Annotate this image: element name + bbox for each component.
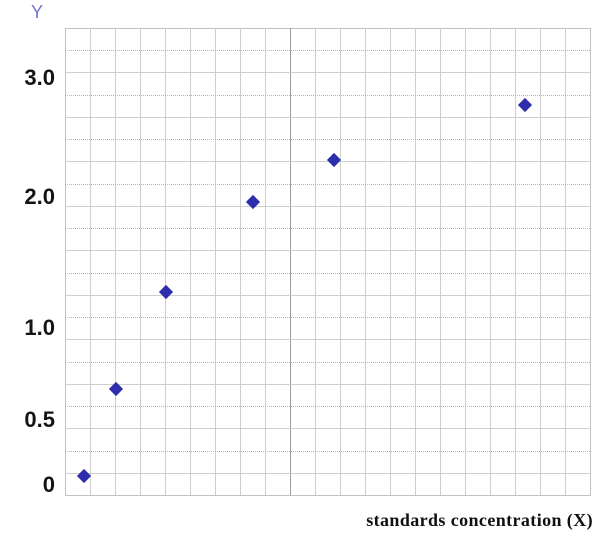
y-axis-title: Y xyxy=(31,2,44,22)
gridline-horizontal xyxy=(65,428,590,430)
gridline-vertical xyxy=(290,28,291,495)
gridline-horizontal xyxy=(65,450,590,452)
gridline-vertical xyxy=(265,28,266,495)
gridline-horizontal xyxy=(65,72,590,74)
gridline-vertical xyxy=(365,28,366,495)
gridline-vertical xyxy=(140,28,141,495)
gridline-vertical xyxy=(115,28,116,495)
gridline-horizontal xyxy=(65,183,590,185)
plot-area xyxy=(65,28,591,496)
gridline-horizontal xyxy=(65,472,590,474)
gridline-horizontal xyxy=(65,294,590,296)
gridline-vertical xyxy=(340,28,341,495)
gridline-vertical xyxy=(315,28,316,495)
gridline-horizontal xyxy=(65,139,590,141)
gridline-vertical xyxy=(515,28,516,495)
gridline-horizontal xyxy=(65,205,590,207)
gridline-vertical xyxy=(215,28,216,495)
y-tick-label: 0.5 xyxy=(24,407,55,432)
gridline-horizontal xyxy=(65,116,590,118)
gridline-vertical xyxy=(540,28,541,495)
gridline-horizontal xyxy=(65,94,590,96)
gridline-vertical xyxy=(565,28,566,495)
gridline-horizontal xyxy=(65,161,590,163)
gridline-vertical xyxy=(440,28,441,495)
gridline-horizontal xyxy=(65,50,590,52)
gridline-vertical xyxy=(390,28,391,495)
gridline-horizontal xyxy=(65,406,590,408)
gridline-vertical xyxy=(165,28,166,495)
gridline-horizontal xyxy=(65,250,590,252)
gridline-vertical xyxy=(490,28,491,495)
gridline-vertical xyxy=(190,28,191,495)
y-tick-label: 0 xyxy=(42,472,55,497)
gridline-horizontal xyxy=(65,272,590,274)
gridline-horizontal xyxy=(65,361,590,363)
gridline-horizontal xyxy=(65,339,590,341)
gridline-horizontal xyxy=(65,228,590,230)
y-tick-label: 1.0 xyxy=(24,315,55,340)
x-axis-title: standards concentration (X) xyxy=(366,510,593,530)
y-tick-label: 3.0 xyxy=(24,65,55,90)
gridline-vertical xyxy=(465,28,466,495)
gridline-vertical xyxy=(90,28,91,495)
gridline-vertical xyxy=(415,28,416,495)
gridline-vertical xyxy=(240,28,241,495)
gridline-horizontal xyxy=(65,383,590,385)
gridline-horizontal xyxy=(65,317,590,319)
y-tick-label: 2.0 xyxy=(24,184,55,209)
